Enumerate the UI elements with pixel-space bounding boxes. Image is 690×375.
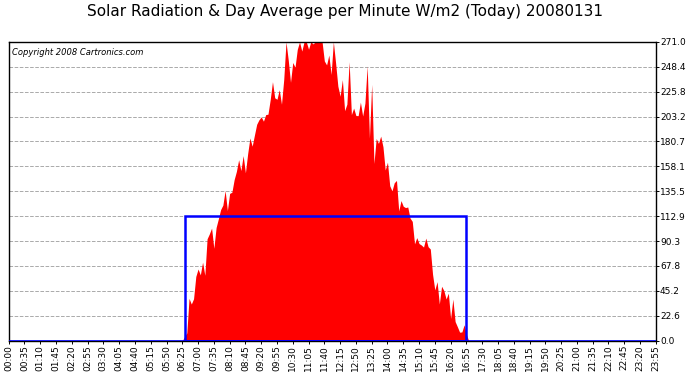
Text: Copyright 2008 Cartronics.com: Copyright 2008 Cartronics.com — [12, 48, 144, 57]
Text: Solar Radiation & Day Average per Minute W/m2 (Today) 20080131: Solar Radiation & Day Average per Minute… — [87, 4, 603, 19]
Bar — [184, 216, 466, 341]
